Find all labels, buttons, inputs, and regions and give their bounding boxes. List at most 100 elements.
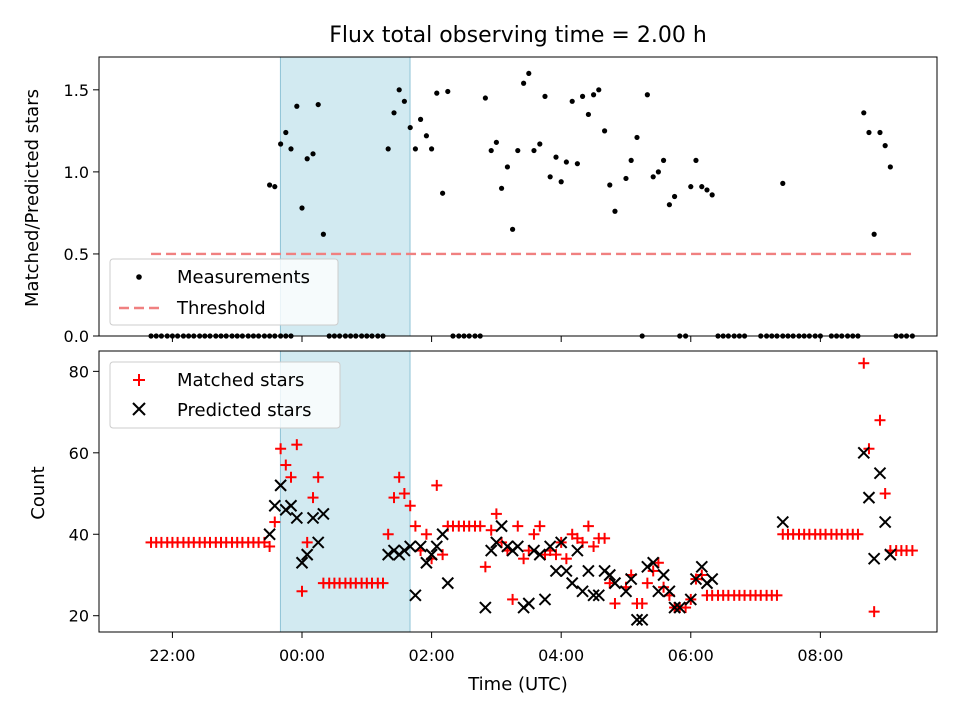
measurement-point bbox=[531, 147, 537, 154]
matched-star-point bbox=[582, 520, 594, 532]
measurement-point bbox=[558, 179, 564, 185]
measurement-point bbox=[861, 110, 867, 116]
matched-star-point bbox=[420, 528, 432, 540]
top-y-axis-label: Matched/Predicted stars bbox=[22, 89, 43, 307]
chart-title: Flux total observing time = 2.00 h bbox=[329, 23, 707, 48]
predicted-star-point bbox=[306, 511, 320, 525]
predicted-star-point bbox=[398, 544, 411, 557]
measurement-point bbox=[493, 139, 499, 145]
predicted-star-point bbox=[495, 519, 508, 533]
legend-matched-label: Matched stars bbox=[177, 370, 304, 391]
predicted-star-point bbox=[425, 548, 438, 561]
predicted-star-point bbox=[404, 540, 417, 553]
measurement-point bbox=[396, 87, 402, 93]
measurement-point bbox=[283, 129, 289, 136]
predicted-star-point bbox=[862, 491, 876, 504]
matched-star-point bbox=[404, 500, 416, 512]
x-tick-label: 02:00 bbox=[409, 646, 455, 665]
predicted-star-point bbox=[576, 585, 589, 598]
predicted-star-point bbox=[533, 548, 547, 561]
predicted-star-point bbox=[381, 548, 395, 561]
measurement-point bbox=[509, 226, 516, 232]
matched-star-point bbox=[437, 549, 449, 561]
predicted-star-point bbox=[684, 593, 697, 606]
measurement-point bbox=[704, 187, 710, 193]
measurement-point bbox=[385, 146, 391, 152]
predicted-star-point bbox=[652, 585, 665, 598]
predicted-star-point bbox=[300, 548, 314, 561]
measurement-point bbox=[320, 231, 326, 237]
matched-star-point bbox=[291, 439, 303, 451]
measurement-point bbox=[882, 143, 888, 149]
predicted-star-point bbox=[430, 540, 443, 553]
matched-star-point bbox=[296, 585, 308, 597]
predicted-star-point bbox=[484, 544, 498, 557]
measurement-point bbox=[498, 185, 505, 191]
measurement-point bbox=[553, 154, 559, 160]
measurement-point bbox=[563, 159, 569, 165]
matched-star-point bbox=[474, 520, 486, 532]
matched-star-point bbox=[280, 459, 292, 471]
matched-star-point bbox=[528, 528, 540, 540]
measurement-point bbox=[660, 157, 667, 163]
y-tick-label: 1.5 bbox=[64, 81, 89, 100]
predicted-star-point bbox=[673, 601, 686, 614]
matched-star-point bbox=[398, 488, 410, 500]
matched-star-point bbox=[382, 528, 394, 540]
predicted-star-point bbox=[290, 511, 304, 525]
matched-star-point bbox=[512, 520, 524, 532]
predicted-star-point bbox=[295, 556, 309, 569]
measurement-point bbox=[521, 80, 527, 86]
x-tick-label: 00:00 bbox=[279, 646, 325, 665]
predicted-star-point bbox=[646, 556, 660, 569]
matched-star-point bbox=[301, 536, 313, 548]
measurement-point bbox=[299, 205, 305, 211]
matched-star-point bbox=[647, 565, 659, 577]
measurement-point bbox=[310, 151, 316, 157]
matched-star-point bbox=[906, 545, 918, 557]
measurement-point bbox=[391, 110, 397, 116]
bottom-x-ticks: 22:00 00:00 02:00 04:00 06:00 08:00 bbox=[149, 632, 843, 665]
measurement-point bbox=[488, 147, 494, 154]
x-tick-label: 08:00 bbox=[797, 646, 843, 665]
legend-measurements-label: Measurements bbox=[177, 267, 310, 288]
predicted-star-point bbox=[630, 613, 644, 626]
predicted-star-point bbox=[689, 572, 703, 586]
y-tick-label: 1.0 bbox=[64, 163, 89, 182]
matched-star-point bbox=[285, 471, 297, 483]
predicted-star-point bbox=[619, 585, 633, 598]
predicted-star-point bbox=[522, 597, 535, 610]
measurement-point bbox=[417, 116, 424, 122]
y-tick-label: 60 bbox=[69, 444, 89, 463]
measurement-point bbox=[267, 182, 273, 188]
predicted-star-point bbox=[608, 576, 622, 590]
legend-threshold-label: Threshold bbox=[176, 298, 266, 319]
measurement-point bbox=[423, 133, 430, 139]
y-tick-label: 40 bbox=[69, 525, 89, 544]
matched-star-point bbox=[609, 597, 621, 609]
predicted-star-point bbox=[705, 572, 719, 586]
matched-star-point bbox=[560, 553, 572, 565]
measurement-point bbox=[688, 184, 694, 190]
measurement-point bbox=[644, 92, 650, 98]
predicted-star-point bbox=[436, 528, 449, 541]
matched-star-point bbox=[307, 492, 319, 504]
predicted-star-point bbox=[873, 466, 887, 480]
predicted-star-point bbox=[479, 601, 492, 614]
predicted-star-point bbox=[695, 560, 708, 574]
measurement-point bbox=[596, 87, 602, 93]
matched-star-point bbox=[879, 488, 891, 500]
predicted-star-point bbox=[878, 515, 892, 529]
matched-star-points bbox=[145, 357, 918, 618]
predicted-star-point bbox=[511, 540, 524, 553]
matched-star-point bbox=[312, 471, 324, 483]
measurement-point bbox=[693, 157, 699, 163]
legend-matched-marker bbox=[133, 374, 145, 386]
measurement-point bbox=[634, 134, 640, 141]
top-panel: 0.0 0.5 1.0 1.5 Matched/Predicted stars Mea… bbox=[22, 56, 938, 346]
predicted-star-point bbox=[317, 507, 330, 521]
measurement-point bbox=[650, 174, 656, 180]
predicted-star-point bbox=[527, 544, 541, 557]
bottom-legend: Matched stars Predicted stars bbox=[109, 361, 341, 429]
predicted-star-point bbox=[549, 564, 563, 578]
